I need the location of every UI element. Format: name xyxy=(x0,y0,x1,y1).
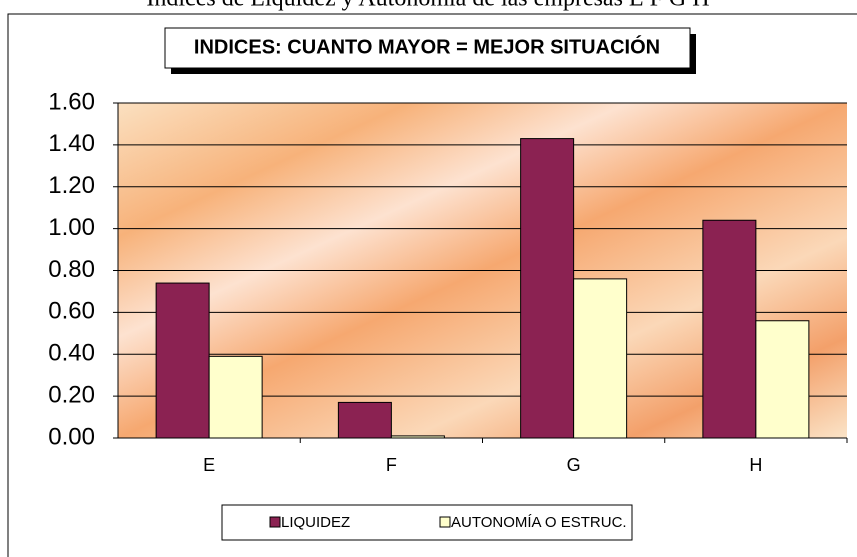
page-title: Indices de Liquidez y Autonomía de las e… xyxy=(146,0,709,12)
bar xyxy=(390,435,445,439)
bar xyxy=(755,320,810,439)
bar xyxy=(520,138,575,439)
chart-subtitle: INDICES: CUANTO MAYOR = MEJOR SITUACIÓN xyxy=(194,34,660,58)
bar xyxy=(702,219,757,439)
legend-label: LIQUIDEZ xyxy=(281,514,350,531)
legend-swatch xyxy=(439,516,451,528)
y-tick-label: 0.40 xyxy=(48,340,95,367)
bar xyxy=(337,401,392,439)
y-tick-label: 1.60 xyxy=(48,88,95,115)
bar xyxy=(208,355,263,439)
x-tick-label: G xyxy=(567,455,581,475)
x-tick-label: E xyxy=(203,455,215,475)
bar xyxy=(573,278,628,439)
x-tick-label: F xyxy=(386,455,397,475)
y-tick-label: 0.00 xyxy=(48,423,95,450)
y-tick-label: 0.80 xyxy=(48,256,95,283)
legend-label: AUTONOMÍA O ESTRUC. xyxy=(451,514,627,531)
y-tick-label: 0.60 xyxy=(48,298,95,325)
subtitle-box xyxy=(164,27,691,69)
legend-box xyxy=(221,504,633,541)
bar xyxy=(155,282,210,439)
y-tick-label: 1.40 xyxy=(48,130,95,157)
y-tick-label: 0.20 xyxy=(48,381,95,408)
legend-swatch xyxy=(269,516,281,528)
y-tick-label: 1.20 xyxy=(48,172,95,199)
x-tick-label: H xyxy=(749,455,762,475)
y-tick-label: 1.00 xyxy=(48,214,95,241)
